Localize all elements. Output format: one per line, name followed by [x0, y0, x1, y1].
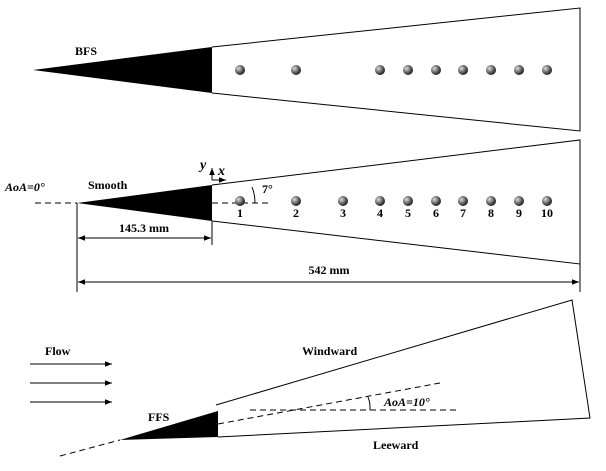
probe-label: 7: [460, 206, 466, 220]
middle-cone: 1 2 3 4 5 6 7 8 9 10 AoA=0° Smooth y x 7° 145.3 m…: [4, 139, 581, 292]
probe: [486, 65, 496, 75]
probe-label: 3: [340, 206, 346, 220]
probe-label: 10: [541, 206, 553, 220]
half-angle-label: 7°: [262, 182, 273, 196]
probe: [431, 196, 441, 206]
probe: [514, 65, 524, 75]
probe: [235, 196, 245, 206]
aoa-label: AoA=10°: [383, 395, 430, 409]
probe: [338, 196, 348, 206]
probe: [403, 65, 413, 75]
probe: [235, 65, 245, 75]
probe: [291, 196, 301, 206]
leeward-label: Leeward: [373, 438, 419, 452]
probe: [375, 196, 385, 206]
total-dimension: 542 mm: [309, 263, 350, 277]
probe-label: 1: [237, 206, 243, 220]
cone-label: BFS: [75, 44, 97, 58]
aoa-label: AoA=0°: [4, 180, 45, 194]
cone-label: FFS: [148, 410, 170, 424]
axis-x-label: x: [217, 164, 225, 179]
cone-label: Smooth: [88, 178, 128, 192]
probe-label: 8: [488, 206, 494, 220]
probe: [403, 196, 413, 206]
axis-y-label: y: [198, 158, 207, 173]
probe: [514, 196, 524, 206]
probe-label: 2: [293, 206, 299, 220]
probe-label: 6: [433, 206, 439, 220]
probe: [291, 65, 301, 75]
probe: [458, 196, 468, 206]
probe: [375, 65, 385, 75]
probe: [431, 65, 441, 75]
flow-label: Flow: [45, 344, 71, 358]
probe-label: 5: [405, 206, 411, 220]
probe: [458, 65, 468, 75]
probe-label: 9: [516, 206, 522, 220]
probe: [542, 196, 552, 206]
top-cone: BFS: [33, 7, 581, 132]
probe-label: 4: [377, 206, 383, 220]
probe: [542, 65, 552, 75]
nose-dimension: 145.3 mm: [119, 221, 169, 235]
probe: [486, 196, 496, 206]
bottom-cone: Flow Windward Leeward FFS AoA=10°: [30, 299, 591, 457]
windward-label: Windward: [302, 344, 357, 358]
